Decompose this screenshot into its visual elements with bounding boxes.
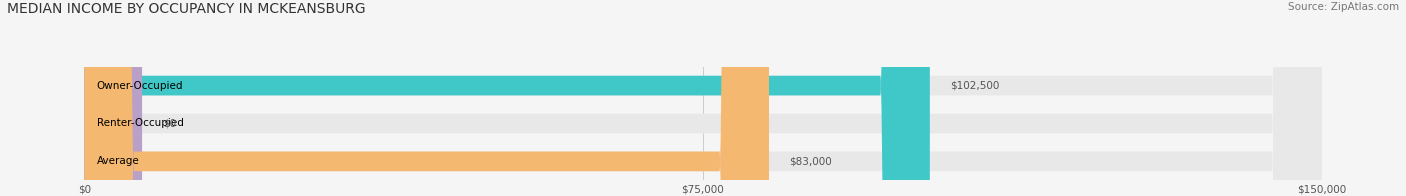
Text: Owner-Occupied: Owner-Occupied [97,81,183,91]
FancyBboxPatch shape [84,0,929,196]
Text: $83,000: $83,000 [790,156,832,166]
FancyBboxPatch shape [84,0,769,196]
Text: Source: ZipAtlas.com: Source: ZipAtlas.com [1288,2,1399,12]
FancyBboxPatch shape [84,0,142,196]
Text: $0: $0 [163,118,176,129]
FancyBboxPatch shape [84,0,1322,196]
FancyBboxPatch shape [84,0,1322,196]
FancyBboxPatch shape [84,0,1322,196]
Text: $102,500: $102,500 [950,81,1000,91]
Text: Average: Average [97,156,139,166]
Text: Renter-Occupied: Renter-Occupied [97,118,184,129]
Text: MEDIAN INCOME BY OCCUPANCY IN MCKEANSBURG: MEDIAN INCOME BY OCCUPANCY IN MCKEANSBUR… [7,2,366,16]
